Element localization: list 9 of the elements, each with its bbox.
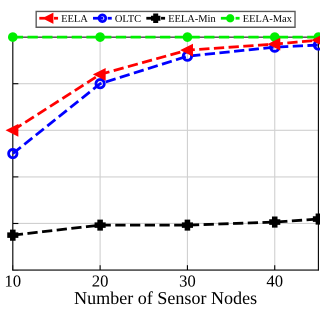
x-axis-title: Number of Sensor Nodes <box>74 291 256 304</box>
legend-label: OLTC <box>115 15 141 22</box>
x-tick-label: 20 <box>92 275 108 287</box>
legend-label: EELA-Max <box>243 15 292 22</box>
legend-label: EELA <box>61 15 88 22</box>
legend-label: EELA-Min <box>168 15 216 22</box>
x-tick-label: 30 <box>180 275 196 287</box>
x-tick-label: 10 <box>6 275 20 287</box>
x-tick-label: 40 <box>266 275 282 287</box>
